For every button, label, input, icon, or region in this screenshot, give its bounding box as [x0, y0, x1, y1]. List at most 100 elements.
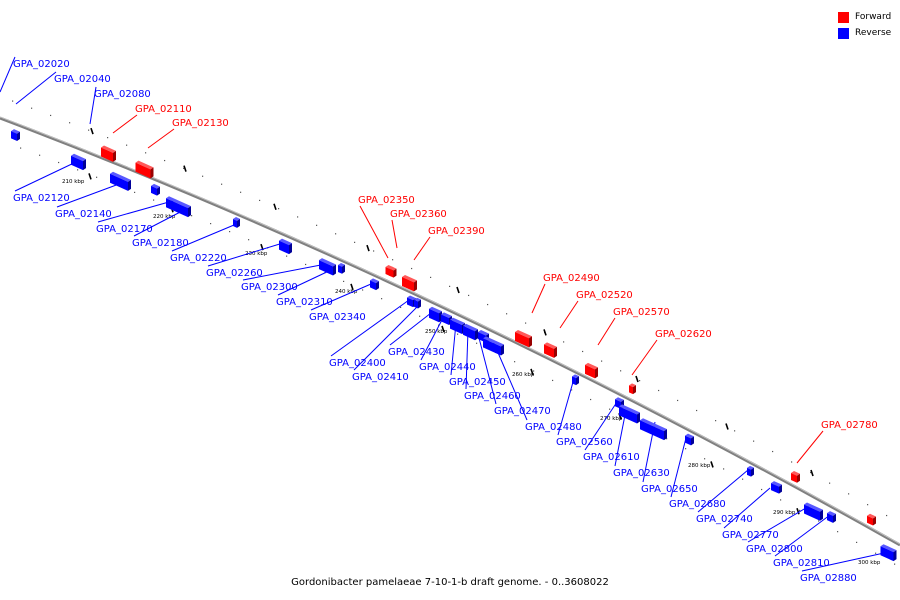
gene-label[interactable]: GPA_02040 [54, 74, 111, 85]
gene-side [393, 268, 397, 278]
gene-GPA_02620[interactable] [629, 383, 636, 395]
gene-face [441, 314, 449, 325]
gene-GPA_02180[interactable] [166, 196, 191, 218]
gene-GPA_02650[interactable] [640, 418, 667, 441]
gene-GPA_02300[interactable] [319, 258, 336, 276]
gene-GPA_02020-2[interactable] [11, 129, 20, 141]
gene-label[interactable]: GPA_02410 [352, 372, 409, 383]
gene-side [595, 367, 598, 379]
gene-GPA_02130[interactable] [135, 160, 154, 179]
gene-label[interactable]: GPA_02080 [94, 89, 151, 100]
gene-side [873, 516, 876, 526]
leader-line [359, 205, 389, 259]
gene-label[interactable]: GPA_02020 [13, 59, 70, 70]
gene-label[interactable]: GPA_02260 [206, 268, 263, 279]
gene-GPA_02110[interactable] [101, 145, 116, 162]
legend-item-forward: Forward [838, 9, 900, 25]
gene-label[interactable]: GPA_02630 [613, 468, 670, 479]
gene-GPA_02520[interactable] [544, 342, 557, 358]
gene-label[interactable]: GPA_02140 [55, 209, 112, 220]
gene-label[interactable]: GPA_02800 [746, 544, 803, 555]
track-dot [829, 482, 831, 484]
gene-GPA_02450[interactable] [450, 317, 465, 335]
gene-GPA_02740[interactable] [747, 465, 754, 477]
gene-label[interactable]: GPA_02130 [172, 118, 229, 129]
gene-GPA_02410[interactable] [414, 297, 421, 309]
gene-label[interactable]: GPA_02780 [821, 420, 878, 431]
gene-label[interactable]: GPA_02880 [800, 573, 857, 584]
gene-GPA_02490[interactable] [515, 330, 532, 348]
gene-label[interactable]: GPA_02170 [96, 224, 153, 235]
gene-top [463, 323, 478, 332]
gene-GPA_02780[interactable] [791, 471, 800, 483]
gene-label[interactable]: GPA_02220 [170, 253, 227, 264]
gene-GPA_02880[interactable] [880, 544, 897, 562]
gene-label[interactable]: GPA_02560 [556, 437, 613, 448]
leader-line [801, 552, 885, 572]
gene-face [338, 264, 342, 274]
gene-label[interactable]: GPA_02180 [132, 238, 189, 249]
gene-GPA_02460[interactable] [463, 323, 478, 341]
gene-GPA_02220[interactable] [233, 217, 240, 228]
gene-unlabeled[interactable] [867, 513, 876, 526]
gene-label[interactable]: GPA_02620 [655, 329, 712, 340]
track-dot [468, 294, 470, 297]
gene-label[interactable]: GPA_02440 [419, 362, 476, 373]
track-dot [240, 191, 242, 193]
gene-label[interactable]: GPA_02740 [696, 514, 753, 525]
gene-label[interactable]: GPA_02310 [276, 297, 333, 308]
gene-label[interactable]: GPA_02300 [241, 282, 298, 293]
gene-GPA_02800[interactable] [804, 502, 823, 521]
gene-top [110, 171, 131, 182]
track-dot [818, 520, 820, 522]
gene-GPA_02170[interactable] [151, 183, 160, 196]
gene-label[interactable]: GPA_02810 [773, 558, 830, 569]
gene-top [135, 160, 154, 170]
gene-GPA_02810[interactable] [827, 511, 836, 523]
gene-label[interactable]: GPA_02490 [543, 273, 600, 284]
gene-label[interactable]: GPA_02570 [613, 307, 670, 318]
gene-label[interactable]: GPA_02650 [641, 484, 698, 495]
leader-line [277, 269, 332, 296]
gene-face [71, 155, 83, 171]
gene-GPA_02310[interactable] [338, 262, 345, 274]
gene-GPA_02680[interactable] [685, 433, 694, 446]
gene-GPA_02360[interactable] [388, 266, 397, 278]
gene-GPA_02630[interactable] [619, 404, 640, 424]
tick-label: 220 kbp [153, 214, 176, 220]
gene-label[interactable]: GPA_02480 [525, 422, 582, 433]
track-dot [297, 216, 299, 218]
track-dot [685, 448, 687, 450]
legend-swatch-forward [838, 11, 849, 23]
gene-label[interactable]: GPA_02470 [494, 406, 551, 417]
gene-GPA_02570[interactable] [585, 362, 598, 379]
gene-face [804, 504, 820, 521]
gene-label[interactable]: GPA_02520 [576, 290, 633, 301]
gene-label[interactable]: GPA_02360 [390, 209, 447, 220]
gene-label[interactable]: GPA_02390 [428, 226, 485, 237]
gene-GPA_02430[interactable] [429, 306, 442, 323]
gene-label[interactable]: GPA_02610 [583, 452, 640, 463]
gene-label[interactable]: GPA_02340 [309, 312, 366, 323]
gene-label[interactable]: GPA_02430 [388, 347, 445, 358]
gene-GPA_02120[interactable] [71, 153, 86, 171]
tick-label: 260 kbp [512, 372, 535, 378]
leader-line [559, 300, 579, 329]
gene-GPA_02260[interactable] [279, 238, 292, 255]
gene-GPA_02140[interactable] [110, 171, 131, 191]
gene-label[interactable]: GPA_02680 [669, 499, 726, 510]
gene-label[interactable]: GPA_02460 [464, 391, 521, 402]
gene-GPA_02390[interactable] [402, 275, 417, 292]
track-dash [366, 244, 370, 252]
gene-GPA_02480[interactable] [483, 336, 504, 356]
gene-GPA_02560[interactable] [572, 374, 579, 386]
gene-label[interactable]: GPA_02350 [358, 195, 415, 206]
gene-GPA_02340[interactable] [370, 278, 379, 291]
gene-label[interactable]: GPA_02400 [329, 358, 386, 369]
track-dot [354, 241, 356, 243]
gene-label[interactable]: GPA_02110 [135, 104, 192, 115]
gene-label[interactable]: GPA_02770 [722, 530, 779, 541]
gene-GPA_02770[interactable] [771, 481, 782, 494]
gene-label[interactable]: GPA_02120 [13, 193, 70, 204]
gene-label[interactable]: GPA_02450 [449, 377, 506, 388]
